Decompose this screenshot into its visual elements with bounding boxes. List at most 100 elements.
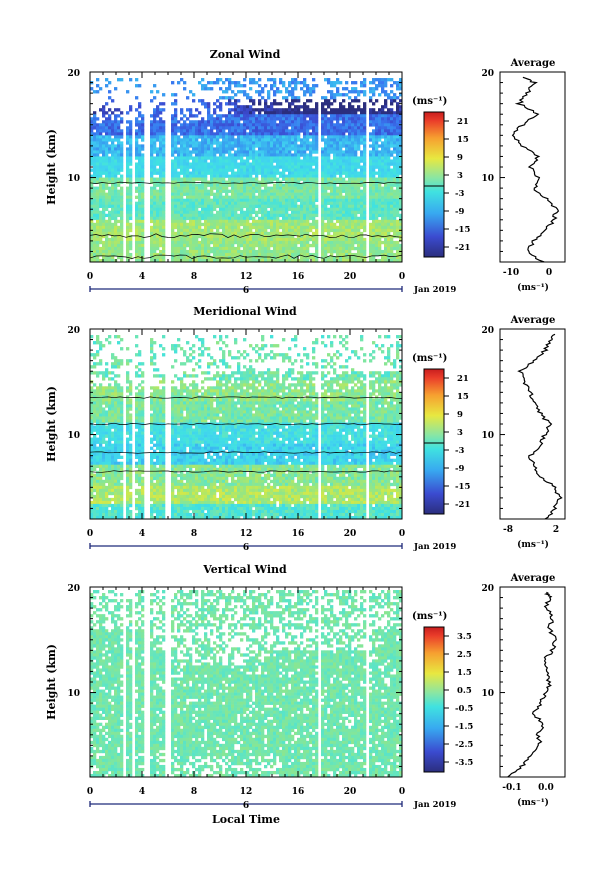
heatmap-cell [351, 189, 355, 193]
heatmap-cell [129, 123, 133, 127]
heatmap-cell [150, 144, 154, 148]
heatmap-cell [246, 105, 250, 109]
heatmap-cell [93, 117, 97, 121]
heatmap-cell [111, 198, 115, 202]
heatmap-cell [102, 183, 106, 187]
heatmap-cell [348, 180, 352, 184]
heatmap-cell [183, 204, 187, 209]
heatmap-cell [141, 237, 145, 242]
heatmap-cell [219, 96, 223, 100]
heatmap-cell [120, 222, 124, 227]
heatmap-cell [105, 141, 109, 145]
heatmap-cell [261, 138, 265, 142]
heatmap-cell [363, 195, 367, 199]
heatmap-cell [228, 102, 232, 106]
heatmap-cell [177, 210, 181, 215]
heatmap-cell [396, 171, 400, 175]
heatmap-cell [255, 252, 259, 257]
heatmap-cell [309, 255, 313, 260]
heatmap-cell [237, 195, 241, 199]
heatmap-cell [255, 186, 259, 190]
heatmap-cell [231, 210, 235, 215]
heatmap-cell [156, 153, 160, 157]
heatmap-cell [177, 216, 181, 221]
heatmap-cell [204, 120, 208, 124]
heatmap-cell [303, 246, 307, 251]
heatmap-cell [249, 171, 253, 175]
heatmap-cell [186, 135, 190, 139]
heatmap-cell [204, 174, 208, 178]
heatmap-cell [129, 108, 133, 112]
heatmap-cell [117, 141, 121, 145]
heatmap-cell [255, 225, 259, 230]
heatmap-cell [243, 216, 247, 221]
heatmap-cell [357, 234, 361, 239]
heatmap-cell [351, 192, 355, 196]
heatmap-cell [396, 240, 400, 245]
heatmap-cell [261, 198, 265, 202]
heatmap-cell [324, 183, 328, 187]
heatmap-cell [96, 165, 100, 169]
heatmap-cell [93, 228, 97, 233]
heatmap-cell [357, 126, 361, 130]
heatmap-cell [279, 132, 283, 136]
heatmap-cell [273, 147, 277, 151]
heatmap-cell [348, 150, 352, 154]
heatmap-cell [159, 132, 163, 136]
heatmap-cell [291, 90, 295, 94]
heatmap-cell [258, 189, 262, 193]
heatmap-cell [129, 135, 133, 139]
heatmap-cell [219, 258, 223, 263]
heatmap-cell [294, 99, 298, 103]
heatmap-cell [294, 243, 298, 248]
heatmap-cell [225, 156, 229, 160]
heatmap-cell [348, 216, 352, 221]
heatmap-cell [327, 150, 331, 154]
heatmap-cell [204, 147, 208, 151]
heatmap-cell [225, 231, 229, 236]
heatmap-cell [126, 141, 130, 145]
heatmap-cell [183, 150, 187, 154]
heatmap-cell [129, 243, 133, 248]
heatmap-cell [345, 195, 349, 199]
heatmap-cell [294, 240, 298, 245]
heatmap-cell [189, 237, 193, 242]
heatmap-cell [246, 168, 250, 172]
heatmap-cell [297, 186, 301, 190]
heatmap-cell [309, 141, 313, 145]
heatmap-cell [315, 156, 319, 160]
heatmap-cell [198, 210, 202, 215]
heatmap-cell [243, 90, 247, 94]
heatmap-cell [363, 147, 367, 151]
heatmap-cell [258, 243, 262, 248]
heatmap-cell [297, 117, 301, 121]
heatmap-cell [159, 117, 163, 121]
heatmap-cell [126, 201, 130, 205]
heatmap-cell [345, 168, 349, 172]
heatmap-cell [315, 207, 319, 212]
heatmap-cell [177, 147, 181, 151]
heatmap-cell [153, 120, 157, 124]
heatmap-cell [141, 132, 145, 136]
heatmap-cell [252, 246, 256, 251]
heatmap-cell [282, 120, 286, 124]
heatmap-cell [282, 174, 286, 178]
heatmap-cell [207, 249, 211, 254]
heatmap-cell [96, 192, 100, 196]
heatmap-cell [198, 153, 202, 157]
heatmap-cell [384, 90, 388, 94]
heatmap-cell [285, 96, 289, 100]
heatmap-cell [171, 138, 175, 142]
heatmap-cell [390, 120, 394, 124]
heatmap-cell [138, 198, 142, 202]
heatmap-cell [267, 186, 271, 190]
heatmap-cell [126, 207, 130, 212]
heatmap-cell [303, 186, 307, 190]
heatmap-cell [237, 114, 241, 118]
heatmap-cell [252, 126, 256, 130]
heatmap-cell [114, 168, 118, 172]
heatmap-cell [156, 204, 160, 209]
heatmap-cell [120, 258, 124, 263]
heatmap-cell [351, 198, 355, 202]
heatmap-cell [201, 216, 205, 221]
